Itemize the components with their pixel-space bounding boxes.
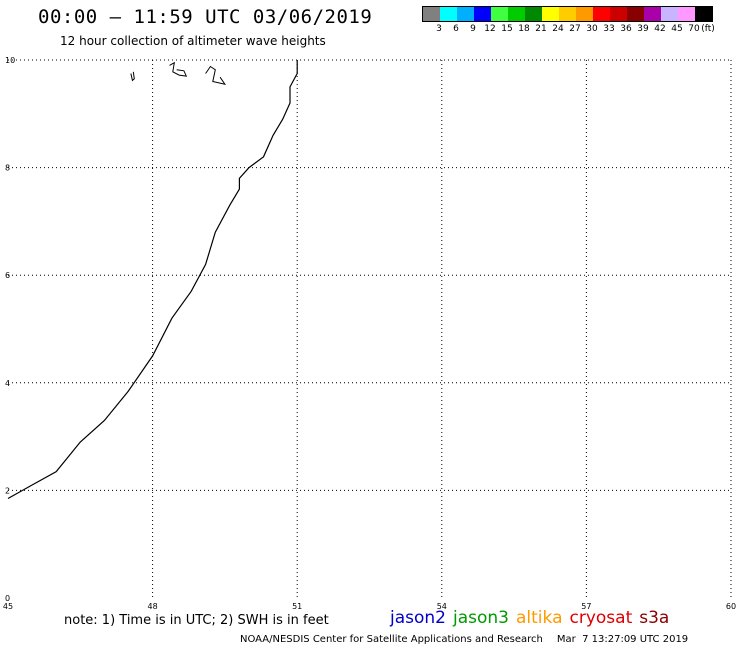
legend-label: 18 bbox=[518, 24, 530, 34]
note-text: note: 1) Time is in UTC; 2) SWH is in fe… bbox=[64, 613, 329, 628]
legend-label: 42 bbox=[654, 24, 666, 34]
y-tick-label: 10 bbox=[5, 56, 15, 65]
legend-labels: 3 6 9 12 15 18 21 24 27 30 33 36 39 42 45 70 (ft) bbox=[422, 24, 715, 38]
y-tick-label: 2 bbox=[5, 486, 10, 495]
legend-label: 39 bbox=[637, 24, 649, 34]
island-outline-2 bbox=[205, 65, 227, 85]
legend-swatch-1 bbox=[440, 7, 457, 21]
x-tick-label: 57 bbox=[581, 602, 591, 610]
generated-timestamp: Mar 7 13:27:09 UTC 2019 bbox=[556, 634, 689, 645]
legend-label: 21 bbox=[535, 24, 547, 34]
legend-swatch-2 bbox=[457, 7, 474, 21]
satellite-jason3: jason3 bbox=[453, 608, 509, 628]
legend-label: 70 bbox=[688, 24, 700, 34]
legend-swatch-10 bbox=[593, 7, 610, 21]
legend-swatches bbox=[422, 6, 713, 22]
satellite-legend: jason2 jason3 altika cryosat s3a bbox=[390, 608, 676, 628]
legend-label: 27 bbox=[569, 24, 581, 34]
legend-label: 30 bbox=[586, 24, 598, 34]
chart-subtitle: 12 hour collection of altimeter wave hei… bbox=[60, 34, 326, 48]
coastline bbox=[7, 60, 298, 500]
satellite-s3a: s3a bbox=[639, 608, 670, 628]
legend-swatch-8 bbox=[559, 7, 576, 21]
satellite-jason2: jason2 bbox=[390, 608, 446, 628]
legend-label: 3 bbox=[436, 24, 442, 34]
legend-swatch-12 bbox=[627, 7, 644, 21]
y-tick-label: 8 bbox=[5, 164, 10, 173]
legend-swatch-3 bbox=[474, 7, 491, 21]
x-tick-label: 51 bbox=[292, 602, 302, 610]
legend-swatch-11 bbox=[610, 7, 627, 21]
legend-swatch-6 bbox=[525, 7, 542, 21]
legend-label: 12 bbox=[484, 24, 496, 34]
legend-swatch-0 bbox=[423, 7, 440, 21]
satellite-cryosat: cryosat bbox=[569, 608, 633, 628]
map-axis-ticks: 45 48 51 54 57 60 0 2 4 6 8 10 bbox=[3, 56, 736, 610]
credit-text: NOAA/NESDIS Center for Satellite Applica… bbox=[240, 634, 543, 645]
island-outline-1 bbox=[169, 61, 188, 77]
y-tick-label: 6 bbox=[5, 271, 10, 280]
legend-swatch-9 bbox=[576, 7, 593, 21]
x-tick-label: 48 bbox=[148, 602, 158, 610]
x-tick-label: 54 bbox=[437, 602, 447, 610]
legend-label: 45 bbox=[671, 24, 683, 34]
legend-swatch-5 bbox=[508, 7, 525, 21]
y-tick-label: 4 bbox=[5, 379, 10, 388]
altimeter-map: 45 48 51 54 57 60 0 2 4 6 8 10 bbox=[3, 56, 736, 610]
legend-swatch-15 bbox=[678, 7, 695, 21]
legend-label: 6 bbox=[453, 24, 459, 34]
legend-unit: (ft) bbox=[701, 24, 715, 34]
islands bbox=[130, 61, 227, 85]
map-grid bbox=[8, 59, 732, 598]
x-tick-label: 45 bbox=[3, 602, 13, 610]
satellite-altika: altika bbox=[516, 608, 563, 628]
chart-title: 00:00 – 11:59 UTC 03/06/2019 bbox=[38, 6, 373, 28]
legend-swatch-16 bbox=[695, 7, 712, 21]
x-tick-label: 60 bbox=[726, 602, 736, 610]
legend-label: 24 bbox=[552, 24, 564, 34]
island-outline-0 bbox=[130, 71, 135, 82]
legend-label: 36 bbox=[620, 24, 632, 34]
wave-height-color-legend: 3 6 9 12 15 18 21 24 27 30 33 36 39 42 45 70 (ft) bbox=[422, 6, 715, 38]
legend-label: 33 bbox=[603, 24, 615, 34]
legend-label: 9 bbox=[470, 24, 476, 34]
legend-swatch-13 bbox=[644, 7, 661, 21]
legend-label: 15 bbox=[501, 24, 513, 34]
y-tick-label: 0 bbox=[5, 594, 10, 603]
legend-swatch-7 bbox=[542, 7, 559, 21]
legend-swatch-4 bbox=[491, 7, 508, 21]
credit-line: NOAA/NESDIS Center for Satellite Applica… bbox=[240, 634, 688, 645]
legend-swatch-14 bbox=[661, 7, 678, 21]
